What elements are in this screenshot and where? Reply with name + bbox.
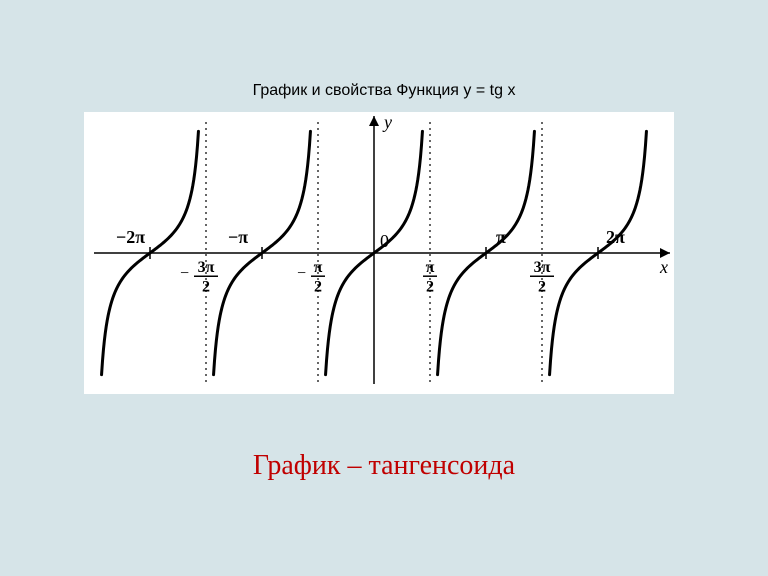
caption-text: График – тангенсоида	[253, 450, 515, 481]
svg-text:2: 2	[426, 278, 434, 295]
chart-svg: yx0−2π−ππ2π−3π2−π2π23π2	[84, 112, 674, 394]
caption: График – тангенсоида	[0, 450, 768, 482]
svg-text:−: −	[297, 265, 306, 282]
svg-text:3π: 3π	[534, 259, 551, 276]
slide-title: График и свойства Функция y = tg x	[0, 82, 768, 100]
svg-text:π: π	[314, 259, 323, 276]
x-fraction-label: −3π 2	[180, 259, 218, 295]
x-tick-label: 2π	[606, 227, 625, 247]
x-tick-label: −π	[228, 227, 248, 247]
svg-text:3π: 3π	[198, 259, 215, 276]
title-text: График и свойства Функция y = tg x	[253, 82, 516, 99]
slide: График и свойства Функция y = tg x yx0−2…	[0, 0, 768, 576]
x-tick-label: π	[496, 227, 506, 247]
y-axis-label: y	[382, 112, 392, 132]
tangent-chart: yx0−2π−ππ2π−3π2−π2π23π2	[84, 112, 674, 394]
y-axis-arrow	[369, 116, 379, 126]
x-axis-label: x	[659, 257, 668, 277]
x-fraction-label: 3π2	[530, 259, 554, 295]
svg-text:2: 2	[314, 278, 322, 295]
x-tick-label: −2π	[116, 227, 145, 247]
svg-text:2: 2	[538, 278, 546, 295]
x-fraction-label: π2	[423, 259, 437, 295]
svg-text:π: π	[426, 259, 435, 276]
svg-text:2: 2	[202, 278, 210, 295]
x-fraction-label: −π 2	[297, 259, 325, 295]
svg-text:−: −	[180, 265, 189, 282]
